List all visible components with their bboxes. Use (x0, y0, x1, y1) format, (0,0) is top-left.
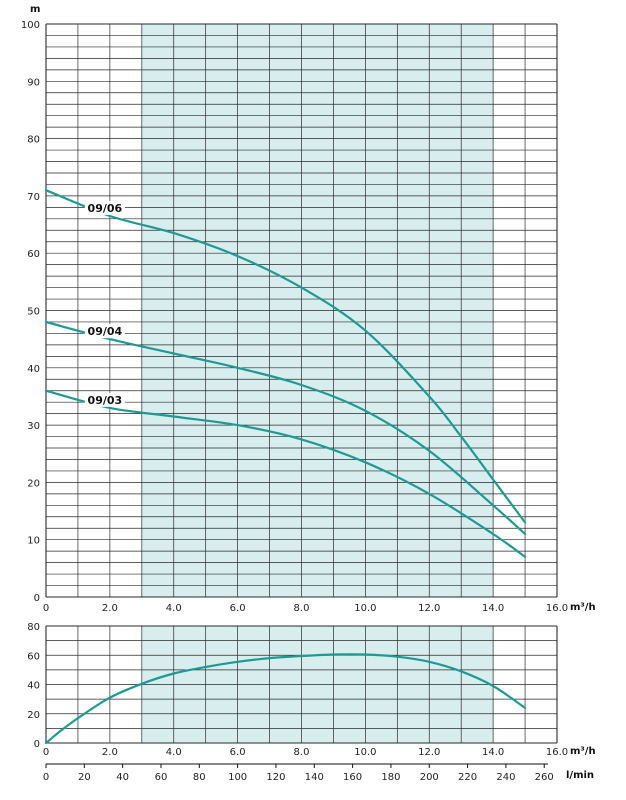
lmin-tick-label: 0 (43, 772, 49, 783)
y-tick-label: 20 (27, 710, 40, 721)
x-tick-label: 8.0 (294, 603, 310, 614)
y-tick-label: 30 (27, 421, 40, 432)
curve-09-03 (44, 389, 527, 558)
x-tick-label: 16.0 (546, 603, 568, 614)
curve-label-bg (84, 200, 125, 215)
lmin-tick-label: 120 (266, 772, 285, 783)
lmin-tick-label: 220 (458, 772, 477, 783)
curve-label-bg (84, 392, 125, 407)
lmin-tick-label: 160 (343, 772, 362, 783)
curve-09-06 (44, 189, 527, 524)
x-tick-label: 12.0 (418, 603, 440, 614)
x-tick-label: 0 (43, 603, 49, 614)
curve-efficiency (44, 653, 527, 745)
curve-09-04 (44, 320, 527, 536)
y-tick-label: 40 (27, 681, 40, 692)
x-tick-label: 14.0 (482, 747, 504, 758)
head-x-axis-label: m³/h (570, 602, 596, 613)
x-tick-label: 10.0 (354, 603, 376, 614)
lmin-tick-label: 20 (78, 772, 91, 783)
x-tick-label: 4.0 (166, 747, 182, 758)
x-tick-label: 2.0 (102, 603, 118, 614)
grid-layer (45, 23, 558, 744)
y-tick-label: 80 (27, 622, 40, 633)
efficiency-lmin-axis-label: l/min (566, 770, 594, 781)
lmin-tick-label: 60 (155, 772, 168, 783)
x-tick-label: 4.0 (166, 603, 182, 614)
curve-label-09-03: 09/03 (88, 394, 123, 407)
curve-label-09-04: 09/04 (88, 325, 123, 338)
y-tick-label: 90 (27, 77, 40, 88)
x-tick-label: 10.0 (354, 747, 376, 758)
y-tick-label: 60 (27, 651, 40, 662)
x-tick-label: 0 (43, 747, 49, 758)
lmin-tick-label: 140 (305, 772, 324, 783)
x-tick-label: 6.0 (230, 603, 246, 614)
y-tick-label: 10 (27, 536, 40, 547)
x-tick-label: 2.0 (102, 747, 118, 758)
x-tick-label: 14.0 (482, 603, 504, 614)
curve-label-bg (84, 324, 125, 339)
label-layer: m m³/h m³/h l/min 0 2.0 4.0 6.0 8.0 10.0 12.0 1… (21, 4, 596, 783)
lmin-tick-label: 240 (496, 772, 515, 783)
efficiency-x-axis-label: m³/h (570, 746, 596, 757)
y-tick-label: 100 (21, 20, 40, 31)
x-tick-label: 6.0 (230, 747, 246, 758)
lmin-tick-label: 100 (228, 772, 247, 783)
y-tick-label: 50 (27, 307, 40, 318)
y-tick-label: 0 (34, 593, 40, 604)
y-tick-label: 70 (27, 192, 40, 203)
lmin-tick-label: 200 (420, 772, 439, 783)
lmin-tick-label: 40 (116, 772, 129, 783)
y-tick-label: 40 (27, 364, 40, 375)
shaded-region-layer (141, 24, 494, 743)
x-tick-label: 16.0 (546, 747, 568, 758)
y-tick-label: 60 (27, 249, 40, 260)
head-y-axis-label: m (30, 4, 40, 15)
lmin-tick-label: 180 (381, 772, 400, 783)
lmin-tick-label: 260 (535, 772, 554, 783)
y-tick-label: 80 (27, 135, 40, 146)
y-tick-label: 20 (27, 478, 40, 489)
x-tick-label: 8.0 (294, 747, 310, 758)
y-tick-label: 0 (34, 739, 40, 750)
curve-label-09-06: 09/06 (88, 202, 123, 215)
x-tick-label: 12.0 (418, 747, 440, 758)
curve-layer (44, 189, 527, 745)
lmin-tick-label: 80 (193, 772, 206, 783)
